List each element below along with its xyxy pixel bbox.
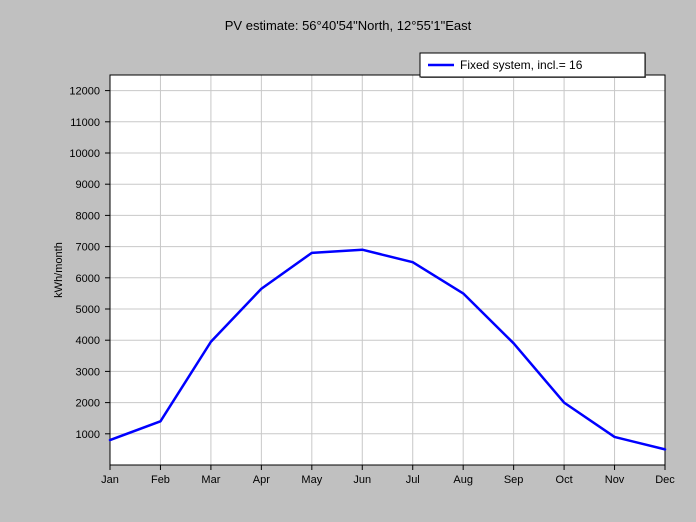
- x-tick-label: Jun: [353, 474, 371, 486]
- y-axis-label: kWh/month: [53, 242, 65, 298]
- x-tick-label: Nov: [605, 474, 625, 486]
- y-tick-label: 11000: [70, 117, 100, 129]
- x-tick-label: Oct: [556, 474, 573, 486]
- y-tick-label: 4000: [76, 335, 100, 347]
- y-tick-label: 6000: [76, 273, 100, 285]
- x-tick-label: Feb: [151, 474, 170, 486]
- x-tick-label: Sep: [504, 474, 524, 486]
- x-tick-label: Apr: [253, 474, 270, 486]
- y-tick-label: 3000: [76, 366, 100, 378]
- legend-label: Fixed system, incl.= 16: [460, 58, 583, 72]
- legend: Fixed system, incl.= 16: [420, 53, 646, 78]
- plot-area: [110, 75, 665, 465]
- x-tick-label: Mar: [201, 474, 220, 486]
- y-tick-label: 5000: [76, 304, 100, 316]
- x-tick-label: Aug: [453, 474, 473, 486]
- pv-line-chart: 1000 2000 3000 4000 5000 6000 7000 8000 9000 1000…: [0, 0, 696, 522]
- x-tick-label: Jan: [101, 474, 119, 486]
- x-tick-label: Dec: [655, 474, 675, 486]
- chart-title: PV estimate: 56°40'54"North, 12°55'1"Eas…: [225, 18, 472, 33]
- y-tick-label: 8000: [76, 210, 100, 222]
- x-tick-label: Jul: [406, 474, 420, 486]
- pv-chart-container: 1000 2000 3000 4000 5000 6000 7000 8000 9000 1000…: [0, 0, 696, 522]
- y-tick-label: 7000: [76, 242, 100, 254]
- x-tick-label: May: [301, 474, 322, 486]
- y-tick-label: 12000: [69, 86, 100, 98]
- y-tick-label: 10000: [69, 148, 100, 160]
- y-tick-label: 1000: [76, 429, 100, 441]
- y-tick-label: 9000: [76, 179, 100, 191]
- y-tick-label: 2000: [76, 398, 100, 410]
